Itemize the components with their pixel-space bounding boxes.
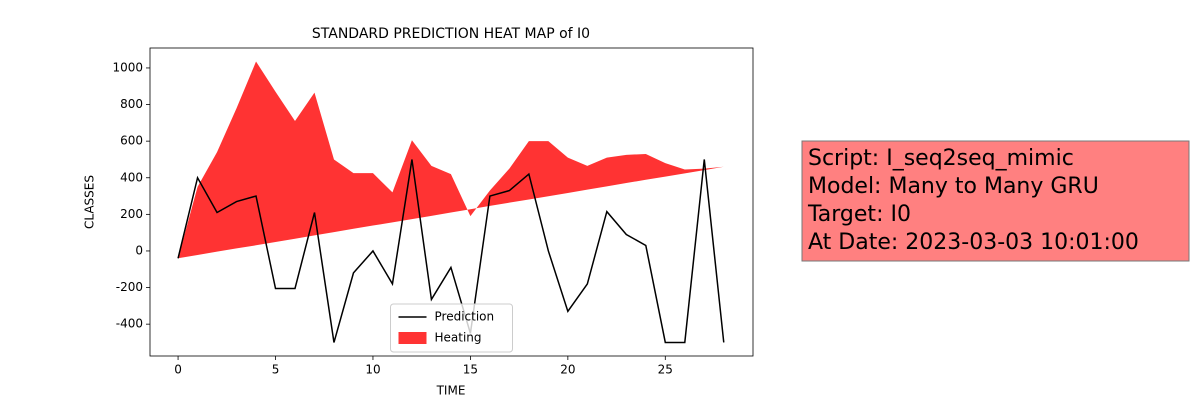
prediction-line	[177, 159, 725, 344]
annotation-box	[801, 140, 1190, 262]
y-tick-label: 1000	[112, 60, 143, 74]
x-axis-label: TIME	[436, 384, 466, 398]
legend-label: Heating	[435, 331, 482, 345]
annotation-line: Script: I_seq2seq_mimic	[808, 146, 1074, 171]
y-tick-label: -200	[116, 280, 143, 294]
x-tick-label: 10	[365, 363, 380, 377]
x-tick-label: 15	[463, 363, 478, 377]
y-tick-label: -400	[116, 317, 143, 331]
legend-swatch	[398, 332, 427, 344]
x-tick-label: 25	[658, 363, 673, 377]
heating-area	[178, 61, 724, 259]
y-tick-label: 0	[135, 243, 143, 257]
legend-label: Prediction	[435, 310, 495, 324]
chart-title: STANDARD PREDICTION HEAT MAP of I0	[312, 26, 590, 42]
annotation-line: At Date: 2023-03-03 10:01:00	[808, 230, 1139, 255]
x-tick-label: 5	[272, 363, 280, 377]
annotation-line: Target: I0	[807, 202, 911, 227]
y-tick-label: 800	[120, 97, 143, 111]
y-tick-label: 600	[120, 134, 143, 148]
annotation-line: Model: Many to Many GRU	[808, 174, 1099, 199]
y-tick-label: 400	[120, 170, 143, 184]
y-tick-label: 200	[120, 207, 143, 221]
x-tick-label: 0	[174, 363, 182, 377]
y-axis-label: CLASSES	[83, 175, 97, 229]
plot-frame	[149, 47, 754, 357]
x-tick-label: 20	[560, 363, 575, 377]
